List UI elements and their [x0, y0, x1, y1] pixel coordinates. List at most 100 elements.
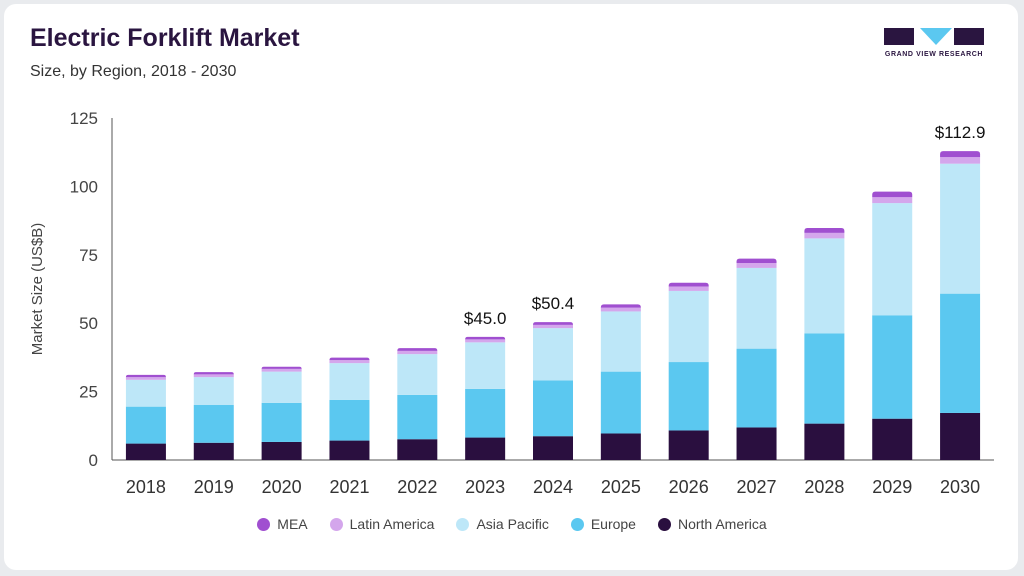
grand-view-research-logo — [884, 28, 984, 45]
bar-segment-europe — [193, 405, 234, 443]
legend-swatch — [657, 517, 671, 531]
bar-segment-europe — [125, 406, 166, 444]
bar-segment-europe — [668, 362, 709, 431]
bar-segment-asia-pacific — [736, 267, 777, 349]
legend-item: Latin America — [329, 516, 435, 532]
bar-segment-mea — [940, 151, 981, 158]
bar-segment-latin-america — [465, 339, 506, 343]
bar-segment-north-america — [329, 440, 370, 460]
bar-segment-north-america — [940, 412, 981, 460]
x-tick-label: 2022 — [397, 477, 437, 497]
chart-title: Electric Forklift Market — [30, 24, 300, 52]
y-tick-label: 100 — [70, 177, 98, 196]
bar-segment-mea — [533, 322, 573, 325]
x-tick-label: 2019 — [194, 477, 234, 497]
bar-segment-latin-america — [329, 360, 370, 364]
legend-label: North America — [677, 516, 767, 532]
bar-segment-europe — [600, 371, 641, 434]
y-axis-label: Market Size (US$B) — [29, 223, 46, 356]
legend-swatch — [329, 517, 343, 531]
bar-segment-europe — [940, 293, 981, 413]
y-tick-label: 75 — [79, 246, 98, 265]
bar-segment-mea — [193, 372, 234, 375]
y-tick-label: 50 — [79, 314, 98, 333]
data-label: $50.4 — [532, 294, 575, 313]
logo-text: GRAND VIEW RESEARCH — [884, 51, 984, 58]
bar-segment-north-america — [397, 439, 438, 460]
bar-segment-asia-pacific — [533, 328, 573, 381]
bar-segment-mea — [804, 227, 845, 233]
bar-segment-north-america — [804, 423, 845, 460]
bar-segment-asia-pacific — [872, 203, 913, 316]
bar-segment-mea — [465, 336, 506, 340]
bar-segment-asia-pacific — [668, 290, 709, 363]
bar-segment-europe — [329, 399, 370, 441]
bar-segment-europe — [872, 315, 913, 419]
legend-swatch — [570, 517, 584, 531]
bar-segment-asia-pacific — [193, 377, 234, 406]
bar-segment-asia-pacific — [329, 363, 370, 400]
chart-card — [4, 4, 1018, 570]
bar-segment-asia-pacific — [125, 379, 166, 407]
legend-label: Latin America — [349, 516, 435, 532]
x-tick-label: 2024 — [533, 477, 573, 497]
legend-swatch — [456, 517, 470, 531]
bar-segment-europe — [533, 380, 573, 437]
y-tick-label: 0 — [89, 451, 98, 470]
x-tick-label: 2030 — [940, 477, 980, 497]
bar-segment-north-america — [872, 418, 913, 460]
bar-segment-europe — [261, 402, 302, 442]
bar-segment-latin-america — [193, 374, 234, 378]
data-label: $45.0 — [464, 309, 507, 328]
bar-segment-latin-america — [533, 324, 573, 329]
y-tick-label: 25 — [79, 383, 98, 402]
bar-segment-north-america — [193, 442, 234, 460]
bar-segment-latin-america — [736, 263, 777, 268]
bar-segment-asia-pacific — [600, 311, 641, 372]
bar-segment-latin-america — [668, 286, 709, 291]
bar-segment-europe — [736, 348, 777, 428]
bar-segment-latin-america — [397, 350, 438, 355]
bar-segment-north-america — [465, 437, 506, 460]
bar-segment-asia-pacific — [465, 342, 506, 389]
x-tick-label: 2020 — [262, 477, 302, 497]
legend-item: MEA — [257, 516, 308, 532]
bar-segment-mea — [125, 374, 166, 378]
bar-segment-north-america — [600, 433, 641, 460]
bar-segment-asia-pacific — [397, 354, 438, 395]
bar-segment-latin-america — [600, 307, 641, 312]
bar-segment-latin-america — [872, 197, 913, 204]
bar-segment-europe — [465, 388, 506, 438]
x-tick-label: 2026 — [669, 477, 709, 497]
bar-segment-mea — [668, 282, 709, 287]
bar-segment-asia-pacific — [261, 371, 302, 403]
legend-swatch — [257, 517, 271, 531]
bar-segment-asia-pacific — [804, 238, 845, 334]
bar-segment-north-america — [736, 427, 777, 460]
data-label: $112.9 — [935, 123, 986, 142]
bar-segment-latin-america — [261, 368, 302, 372]
bar-segment-north-america — [261, 441, 302, 460]
bar-segment-mea — [872, 191, 913, 198]
legend-label: MEA — [277, 516, 308, 532]
bar-segment-mea — [397, 348, 438, 351]
bar-segment-latin-america — [940, 157, 981, 164]
bar-segment-mea — [736, 258, 777, 264]
legend-item: Europe — [570, 516, 636, 532]
x-tick-label: 2018 — [126, 477, 166, 497]
x-tick-label: 2021 — [329, 477, 369, 497]
bar-segment-mea — [261, 366, 302, 369]
x-tick-label: 2028 — [804, 477, 844, 497]
bar-segment-north-america — [125, 443, 166, 460]
bar-segment-asia-pacific — [940, 163, 981, 294]
legend-label: Europe — [590, 516, 636, 532]
bar-segment-latin-america — [804, 232, 845, 239]
bar-segment-europe — [804, 333, 845, 424]
legend-item: Asia Pacific — [456, 516, 549, 532]
bar-segment-europe — [397, 394, 438, 440]
x-tick-label: 2029 — [872, 477, 912, 497]
y-tick-label: 125 — [70, 109, 98, 128]
bar-segment-latin-america — [125, 377, 166, 380]
bar-segment-north-america — [668, 430, 709, 460]
x-tick-label: 2027 — [737, 477, 777, 497]
